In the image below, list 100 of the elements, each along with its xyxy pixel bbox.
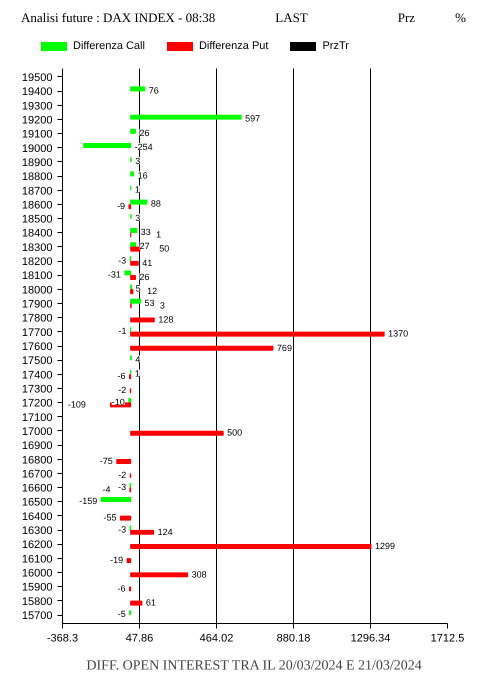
bar (130, 544, 372, 549)
y-tick-label: 16400 (22, 510, 53, 523)
y-tick-label: 16000 (22, 568, 53, 580)
bar (124, 270, 132, 276)
x-tick-label: 47.86 (126, 632, 154, 644)
bar (130, 274, 136, 280)
text: Prz (398, 10, 416, 25)
text: LAST (275, 10, 308, 25)
y-tick-label: 17400 (22, 369, 53, 382)
legend-label: PrzTr (322, 40, 349, 52)
data-label: -4 (102, 484, 111, 494)
data-label: 5 (136, 284, 141, 294)
x-tick-label: 1296.34 (350, 632, 390, 644)
data-label: 26 (139, 128, 150, 138)
bar (130, 114, 242, 120)
data-label: -6 (118, 583, 126, 594)
bar (130, 200, 148, 205)
bar (130, 86, 146, 92)
data-label: -31 (108, 269, 121, 280)
y-tick-label: 17500 (22, 355, 53, 368)
y-tick-label: 18800 (22, 171, 53, 184)
bar (100, 496, 132, 502)
data-label: 1299 (374, 540, 396, 551)
y-tick-label: 19500 (22, 72, 53, 84)
y-tick-label: 16300 (22, 525, 53, 538)
data-label: -55 (103, 512, 116, 523)
bar (130, 171, 134, 176)
data-label: 88 (150, 198, 161, 209)
data-label: 1370 (388, 328, 408, 339)
data-label: 27 (140, 241, 150, 252)
data-label: -5 (118, 609, 126, 620)
text: % (455, 10, 466, 25)
data-label: 597 (245, 114, 260, 124)
x-axis-title: DIFF. OPEN INTEREST TRA IL 20/03/2024 E 21/03/2024 (86, 658, 422, 674)
y-tick-label: 18700 (22, 185, 53, 198)
data-label: -75 (100, 456, 113, 466)
data-label: 33 (140, 226, 151, 237)
y-tick-label: 16600 (22, 482, 53, 495)
y-tick-label: 19200 (22, 114, 53, 126)
data-label: 26 (139, 272, 150, 282)
data-label: 41 (142, 258, 152, 268)
bar (130, 246, 140, 252)
x-tick-label: 880.18 (276, 632, 310, 644)
y-tick-label: 17700 (22, 326, 53, 339)
x-tick-label: 464.02 (200, 632, 234, 644)
y-tick-label: 18600 (22, 199, 53, 212)
bar (130, 317, 155, 322)
data-label: 769 (276, 342, 292, 353)
y-tick-label: 17200 (22, 398, 53, 410)
data-label: 61 (146, 598, 156, 608)
y-tick-label: 15800 (22, 596, 53, 608)
data-label: 16 (138, 170, 148, 180)
y-tick-label: 16100 (22, 553, 53, 566)
bar (83, 143, 132, 148)
x-tick-label: -368.3 (46, 632, 78, 644)
y-tick-label: 17000 (22, 426, 53, 438)
bar (130, 332, 385, 337)
data-label: -10 (112, 396, 125, 407)
data-label: -3 (118, 255, 126, 266)
data-label: 1 (134, 368, 140, 379)
bar (130, 128, 136, 134)
data-label: 76 (148, 85, 159, 96)
y-tick-label: 15700 (22, 610, 53, 622)
data-label: 1 (156, 230, 162, 240)
y-tick-label: 19400 (22, 86, 53, 98)
data-label: 3 (135, 212, 140, 223)
data-label: 4 (135, 354, 140, 364)
bar (130, 228, 138, 233)
bar (130, 289, 134, 294)
data-label: 12 (147, 286, 158, 296)
data-label: 50 (159, 244, 170, 254)
y-tick-label: 17800 (22, 312, 53, 325)
data-label: 1 (134, 184, 140, 194)
y-tick-label: 19000 (22, 142, 53, 155)
data-label: -159 (79, 496, 98, 506)
bar (130, 260, 139, 266)
data-label: -2 (118, 385, 126, 396)
bar (130, 530, 154, 535)
bar (120, 516, 132, 521)
bar (130, 430, 224, 436)
y-tick-label: 18000 (22, 284, 53, 296)
bar (130, 600, 142, 606)
data-label: -19 (110, 555, 124, 566)
legend-label: Differenza Call (73, 40, 145, 52)
bar (130, 346, 274, 351)
data-label: -3 (118, 482, 126, 492)
y-tick-label: 17900 (22, 298, 53, 311)
y-tick-label: 16200 (22, 539, 53, 552)
y-tick-label: 18200 (22, 256, 53, 268)
y-tick-label: 18500 (22, 214, 53, 226)
data-label: -1 (118, 326, 126, 336)
data-label: -3 (118, 524, 126, 534)
x-tick-label: 1712.5 (430, 632, 464, 644)
data-label: 308 (192, 569, 207, 580)
legend-label: Differenza Put (198, 40, 268, 52)
data-label: -2 (118, 470, 126, 480)
data-label: -109 (68, 399, 86, 410)
data-label: 3 (160, 300, 165, 310)
data-label: 124 (158, 526, 173, 537)
data-label: -254 (134, 142, 153, 152)
